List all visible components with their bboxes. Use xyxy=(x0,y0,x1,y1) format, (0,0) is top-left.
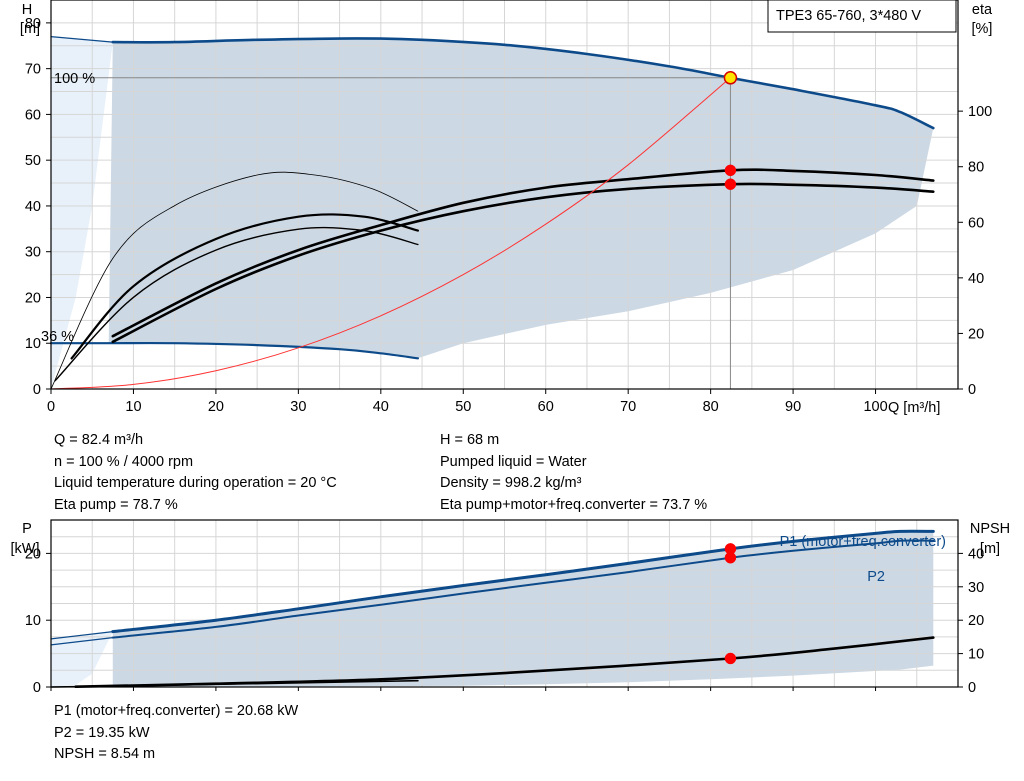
y-tick-label-left: 40 xyxy=(25,199,41,215)
series-eta-total xyxy=(111,182,935,344)
bottom-chart-grid xyxy=(51,520,958,687)
y-tick-label-right: 40 xyxy=(968,271,984,287)
operating-marker xyxy=(723,71,738,85)
info-density: Density = 998.2 kg/m³ xyxy=(440,475,582,491)
y-tick-label-right: 10 xyxy=(968,647,984,663)
info-liquid-temp: Liquid temperature during operation = 20… xyxy=(54,475,337,491)
bottom-ylabel-right-2: [m] xyxy=(980,541,1000,557)
bottom-ylabel-right-1: NPSH xyxy=(970,521,1010,537)
series-head-min xyxy=(49,341,419,360)
y-tick-label-right: 100 xyxy=(968,104,992,120)
plot-frame xyxy=(50,0,959,390)
power-area xyxy=(112,531,934,687)
x-tick-label: 20 xyxy=(208,399,224,415)
info-eta-pump: Eta pump = 78.7 % xyxy=(54,496,178,513)
top-chart-grid xyxy=(51,0,958,389)
plot-frame xyxy=(50,519,959,688)
info-eta-total: Eta pump+motor+freq.converter = 73.7 % xyxy=(440,496,708,513)
title-box xyxy=(767,0,957,33)
y-tick-label-right: 20 xyxy=(968,613,984,629)
x-tick-label: 70 xyxy=(620,399,636,415)
y-tick-label-left: 0 xyxy=(33,680,41,696)
y-tick-label-right: 80 xyxy=(968,160,984,176)
series-p2 xyxy=(111,539,935,639)
info-q: Q = 82.4 m³/h xyxy=(54,432,144,448)
x-tick-label: 60 xyxy=(538,399,554,415)
series-eta-pump xyxy=(111,168,935,338)
series-head-100-ext xyxy=(50,36,114,43)
y-tick-label-right: 20 xyxy=(968,326,984,342)
info-pumped-liquid: Pumped liquid = Water xyxy=(440,453,587,470)
y-tick-label-left: 50 xyxy=(25,153,41,169)
info-p1: P1 (motor+freq.converter) = 20.68 kW xyxy=(54,703,299,719)
x-tick-label: 40 xyxy=(373,399,389,415)
info-p2: P2 = 19.35 kW xyxy=(54,724,150,741)
operating-marker xyxy=(724,652,737,665)
series-head-100 xyxy=(111,37,935,130)
y-tick-label-left: 20 xyxy=(25,290,41,306)
power-extended-area xyxy=(51,631,113,687)
chart-title: TPE3 65-760, 3*480 V xyxy=(776,8,921,24)
series-p1-ext xyxy=(50,631,114,640)
series-eta-total-low xyxy=(54,226,419,382)
top-ylabel-right-1: eta xyxy=(972,2,993,18)
top-ylabel-left-1: H xyxy=(22,2,32,18)
y-tick-label-left: 60 xyxy=(25,107,41,123)
x-tick-label: 10 xyxy=(125,399,141,415)
y-tick-label-left: 10 xyxy=(25,336,41,352)
top-ylabel-right-2: [%] xyxy=(972,21,993,37)
legend-p1: P1 (motor+freq.converter) xyxy=(780,534,946,550)
x-tick-label: 90 xyxy=(785,399,801,415)
info-npsh: NPSH = 8.54 m xyxy=(54,746,156,762)
x-axis-label: Q [m³/h] xyxy=(888,400,940,416)
series-p1-motor-freq-converter- xyxy=(111,529,935,634)
y-tick-label-left: 80 xyxy=(25,16,41,32)
x-tick-label: 30 xyxy=(290,399,306,415)
x-tick-label: 80 xyxy=(703,399,719,415)
operating-area xyxy=(108,38,934,359)
info-n: n = 100 % / 4000 rpm xyxy=(54,453,194,470)
bottom-ylabel-left-1: P xyxy=(22,521,32,537)
series-eta-thin xyxy=(50,171,419,390)
y-tick-label-left: 0 xyxy=(33,382,41,398)
annotation-100: 100 % xyxy=(54,71,95,87)
operating-marker xyxy=(724,178,737,190)
info-h: H = 68 m xyxy=(440,432,500,448)
top-ylabel-left-2: [m] xyxy=(20,21,40,37)
series-npsh-low xyxy=(50,679,419,688)
y-tick-label-right: 40 xyxy=(968,546,984,562)
operating-marker xyxy=(724,164,737,177)
info-top-left: Q = 82.4 m³/h n = 100 % / 4000 rpm Liqui… xyxy=(54,430,337,516)
bottom-ylabel-left-2: [kW] xyxy=(11,541,40,557)
extended-area xyxy=(51,36,113,389)
series-p2-ext xyxy=(50,637,114,646)
y-tick-label-left: 70 xyxy=(25,62,41,78)
y-tick-label-left: 20 xyxy=(25,546,41,562)
info-top-right: H = 68 m Pumped liquid = Water Density =… xyxy=(440,430,707,516)
y-tick-label-right: 60 xyxy=(968,215,984,231)
legend-p2: P2 xyxy=(867,569,885,585)
annotation-36: 36 % xyxy=(41,329,74,345)
info-bottom: P1 (motor+freq.converter) = 20.68 kW P2 … xyxy=(54,701,298,766)
series-system-curve xyxy=(50,77,731,390)
y-tick-label-right: 0 xyxy=(968,382,976,398)
y-tick-label-left: 30 xyxy=(25,245,41,261)
series-eta-pump-low xyxy=(70,213,419,360)
y-tick-label-right: 0 xyxy=(968,680,976,696)
y-tick-label-right: 30 xyxy=(968,580,984,596)
operating-marker xyxy=(724,551,737,564)
x-tick-label: 100 xyxy=(863,399,887,415)
y-tick-label-left: 10 xyxy=(25,613,41,629)
x-tick-label: 50 xyxy=(455,399,471,415)
x-tick-label: 0 xyxy=(47,399,55,415)
